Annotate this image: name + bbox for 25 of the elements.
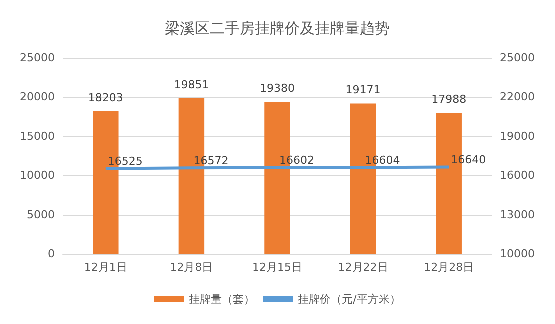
legend-label: 挂牌价（元/平方米） bbox=[298, 293, 401, 306]
y2-tick-label: 16000 bbox=[500, 169, 535, 182]
x-tick-label: 12月28日 bbox=[424, 261, 474, 274]
chart-title: 梁溪区二手房挂牌价及挂牌量趋势 bbox=[165, 20, 390, 38]
data-label: 19171 bbox=[346, 84, 381, 97]
y-tick-label: 0 bbox=[48, 248, 55, 260]
y-tick-label: 20000 bbox=[20, 90, 55, 104]
data-label: 17988 bbox=[432, 92, 467, 106]
y2-tick-label: 22000 bbox=[500, 90, 535, 104]
legend-label: 挂牌量（套） bbox=[189, 293, 256, 306]
data-label: 19851 bbox=[174, 78, 210, 92]
data-label: 19380 bbox=[260, 82, 295, 96]
data-label: 18203 bbox=[88, 91, 124, 104]
y2-tick-label: 19000 bbox=[500, 130, 535, 143]
y-tick-label: 5000 bbox=[27, 208, 55, 222]
y-tick-label: 15000 bbox=[20, 130, 55, 143]
x-tick-label: 12月1日 bbox=[84, 261, 128, 274]
y2-tick-label: 13000 bbox=[500, 208, 535, 222]
y2-tick-label: 25000 bbox=[500, 52, 535, 64]
x-tick-label: 12月15日 bbox=[252, 261, 302, 274]
x-tick-label: 12月8日 bbox=[170, 261, 214, 274]
y-tick-label: 25000 bbox=[20, 52, 55, 64]
x-tick-label: 12月22日 bbox=[338, 261, 388, 274]
y-tick-label: 10000 bbox=[20, 169, 55, 182]
y2-tick-label: 10000 bbox=[500, 248, 535, 260]
